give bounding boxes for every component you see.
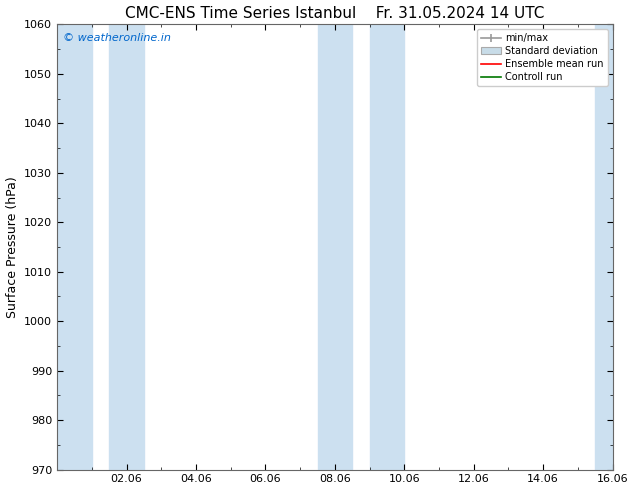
Legend: min/max, Standard deviation, Ensemble mean run, Controll run: min/max, Standard deviation, Ensemble me… xyxy=(477,29,608,86)
Title: CMC-ENS Time Series Istanbul    Fr. 31.05.2024 14 UTC: CMC-ENS Time Series Istanbul Fr. 31.05.2… xyxy=(125,5,545,21)
Text: © weatheronline.in: © weatheronline.in xyxy=(63,33,171,44)
Bar xyxy=(57,24,92,469)
Bar xyxy=(109,24,144,469)
Bar xyxy=(595,24,612,469)
Bar xyxy=(370,24,404,469)
Bar xyxy=(318,24,353,469)
Y-axis label: Surface Pressure (hPa): Surface Pressure (hPa) xyxy=(6,176,18,318)
